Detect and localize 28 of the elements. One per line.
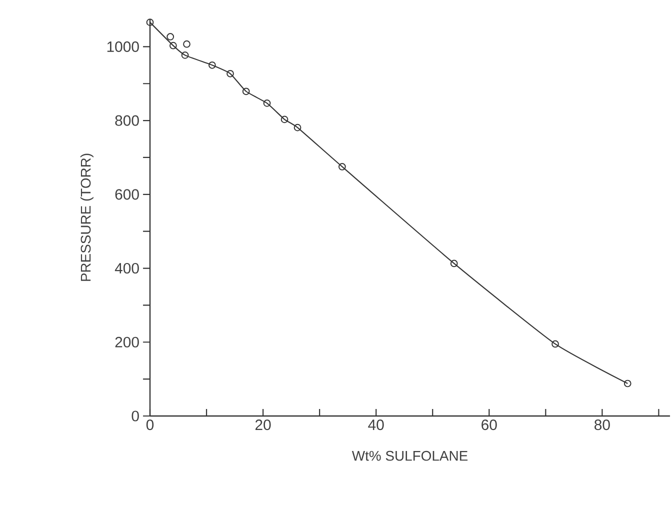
y-axis-title: PRESSURE (TORR) xyxy=(80,154,94,281)
point xyxy=(338,163,346,170)
point xyxy=(166,33,174,40)
y-tick-label: 600 xyxy=(115,189,139,200)
x-tick-label: 80 xyxy=(594,420,610,430)
point xyxy=(280,116,288,124)
x-tick-label: 20 xyxy=(255,420,271,430)
y-tick-label: 400 xyxy=(114,262,139,274)
y-tick-label: 200 xyxy=(115,336,139,348)
point xyxy=(169,42,177,50)
point xyxy=(183,40,190,48)
x-tick-label: 0 xyxy=(146,420,154,430)
y-tick-label: 800 xyxy=(115,115,139,126)
point xyxy=(181,52,189,59)
x-tick-label: 40 xyxy=(368,420,384,430)
point xyxy=(146,18,154,26)
point xyxy=(263,100,271,107)
x-axis-title: Wt% SULFOLANE xyxy=(352,450,468,461)
point xyxy=(226,70,234,78)
point xyxy=(552,340,559,348)
point xyxy=(208,61,216,69)
point xyxy=(624,380,632,388)
x-tick-label: 60 xyxy=(482,420,497,430)
point xyxy=(294,124,302,132)
y-tick-label: 1000 xyxy=(107,41,139,52)
point xyxy=(450,260,458,268)
point xyxy=(242,88,250,96)
y-tick-label: 0 xyxy=(132,410,139,422)
